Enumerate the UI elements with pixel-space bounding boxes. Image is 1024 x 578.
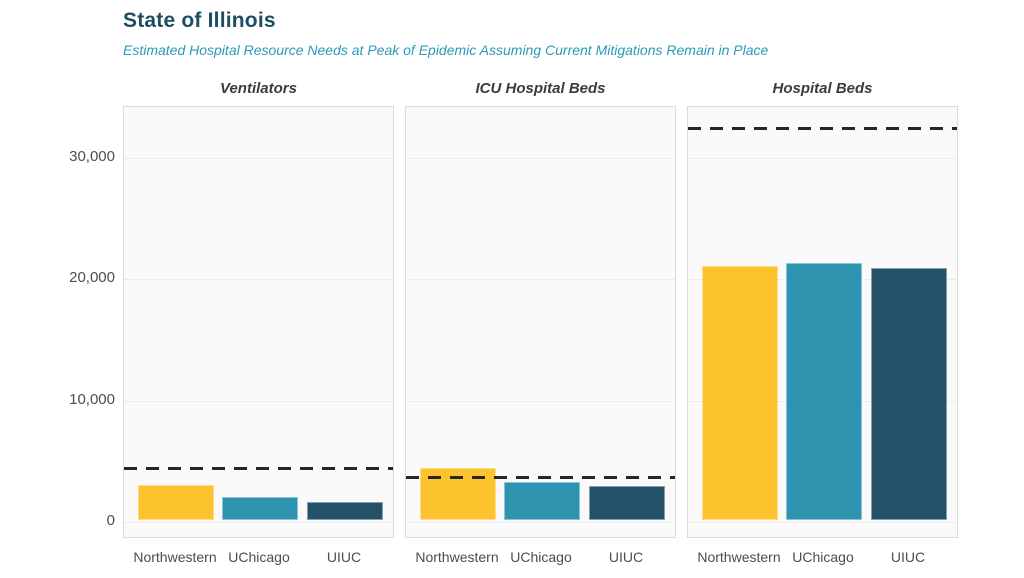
x-axis-label-uchicago: UChicago bbox=[228, 549, 290, 565]
x-axis-label-northwestern: Northwestern bbox=[133, 549, 217, 565]
x-axis-label-uiuc: UIUC bbox=[890, 549, 926, 565]
chart-title: State of Illinois bbox=[123, 9, 276, 32]
panel-plot-area bbox=[123, 106, 394, 538]
y-axis-tick-label: 30,000 bbox=[69, 148, 115, 165]
x-axis-label-northwestern: Northwestern bbox=[697, 549, 781, 565]
gridline bbox=[124, 522, 393, 523]
y-axis-tick-label: 10,000 bbox=[69, 390, 115, 408]
capacity-dashed-line bbox=[688, 127, 957, 130]
gridline bbox=[406, 279, 675, 280]
bar-uiuc bbox=[307, 502, 383, 520]
bar-uchicago bbox=[504, 482, 580, 520]
bar-uchicago bbox=[222, 497, 298, 520]
x-axis-label-uiuc: UIUC bbox=[608, 549, 644, 565]
x-axis-label-uchicago: UChicago bbox=[792, 549, 854, 565]
gridline bbox=[688, 158, 957, 159]
bar-uiuc bbox=[589, 486, 665, 520]
x-axis-label-uiuc: UIUC bbox=[326, 549, 362, 565]
gridline bbox=[406, 522, 675, 523]
panel-title: Ventilators bbox=[220, 80, 297, 97]
bar-uiuc bbox=[871, 268, 947, 520]
x-axis-label-uchicago: UChicago bbox=[510, 549, 572, 565]
gridline bbox=[124, 279, 393, 280]
panel-title: Hospital Beds bbox=[772, 80, 873, 97]
y-axis-tick-label: 0 bbox=[106, 512, 115, 529]
y-axis-tick-label: 20,000 bbox=[69, 269, 115, 287]
bar-uchicago bbox=[786, 263, 862, 520]
gridline bbox=[406, 158, 675, 159]
capacity-dashed-line bbox=[124, 467, 393, 470]
capacity-dashed-line bbox=[406, 476, 675, 479]
panel-title: ICU Hospital Beds bbox=[475, 80, 606, 97]
chart-subtitle: Estimated Hospital Resource Needs at Pea… bbox=[123, 42, 769, 58]
x-axis-label-northwestern: Northwestern bbox=[415, 549, 499, 565]
gridline bbox=[688, 522, 957, 523]
panel-plot-area bbox=[405, 106, 676, 538]
bar-northwestern bbox=[138, 485, 214, 520]
gridline bbox=[406, 401, 675, 402]
gridline bbox=[124, 158, 393, 159]
gridline bbox=[124, 401, 393, 402]
panel-plot-area bbox=[687, 106, 958, 538]
bar-northwestern bbox=[702, 266, 778, 520]
